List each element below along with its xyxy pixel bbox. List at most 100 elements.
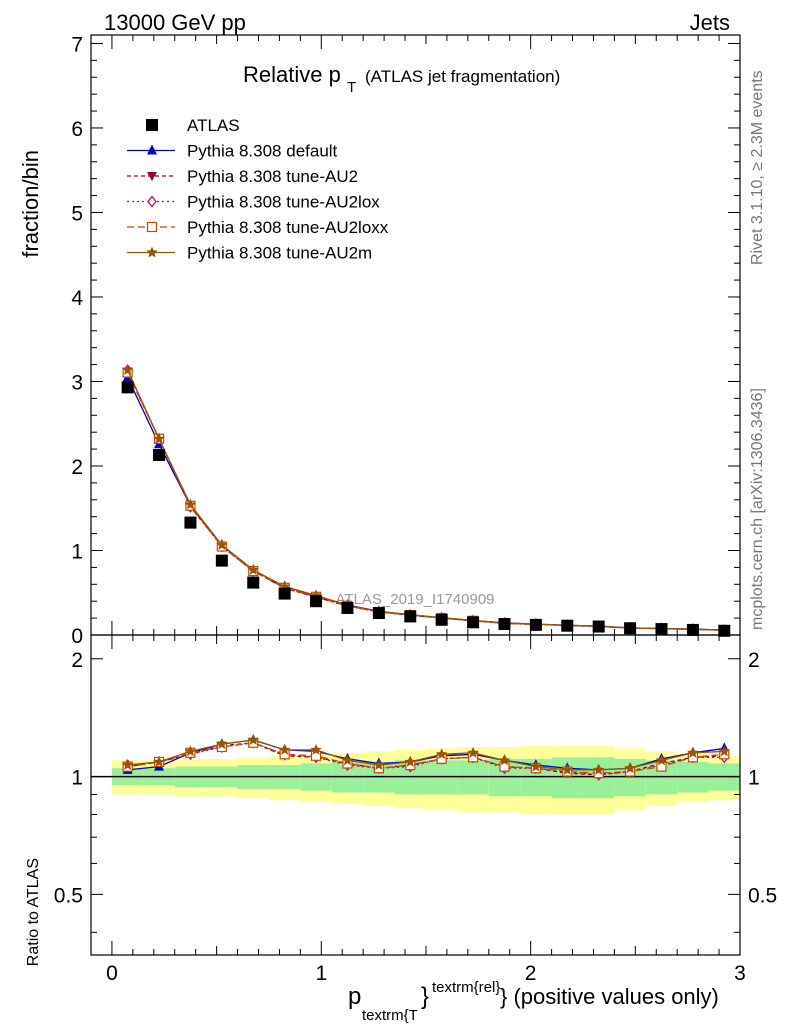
marker-square bbox=[278, 587, 291, 600]
marker-star bbox=[655, 754, 668, 766]
legend: ATLAS Pythia 8.308 default Pythia 8.308 tu… bbox=[127, 116, 389, 263]
y-tick-label: 2 bbox=[71, 456, 83, 479]
header-right: Jets bbox=[690, 10, 730, 35]
y-axis-label-ratio: Ratio to ATLAS bbox=[25, 858, 42, 966]
y-tick-label: 1 bbox=[71, 540, 83, 563]
x-axis-label: p textrm{T } textrm{rel} } (positive val… bbox=[348, 979, 719, 1024]
series-ratio-5 bbox=[121, 734, 730, 775]
series-ratio-line bbox=[127, 742, 725, 774]
x-label-p: p bbox=[348, 983, 361, 1010]
x-label-sup: textrm{rel} bbox=[432, 979, 500, 996]
ratio-y-tick-label: 1 bbox=[71, 767, 83, 790]
x-tick-label: 2 bbox=[525, 962, 537, 985]
ratio-y-tick-label-right: 0.5 bbox=[748, 884, 777, 907]
marker-star bbox=[153, 432, 165, 444]
legend-entry: Pythia 8.308 default bbox=[127, 142, 338, 161]
marker-square bbox=[146, 119, 158, 131]
marker-star bbox=[530, 760, 542, 772]
marker-square-open bbox=[656, 761, 667, 772]
ratio-y-tick-label: 0.5 bbox=[54, 884, 83, 907]
marker-star bbox=[184, 745, 197, 757]
marker-star bbox=[436, 748, 448, 760]
marker-square bbox=[561, 619, 574, 632]
marker-star bbox=[153, 755, 165, 767]
axis-ticks bbox=[90, 35, 741, 955]
y-axis-label-main: fraction/bin bbox=[18, 150, 43, 258]
x-tick-label: 3 bbox=[734, 962, 746, 985]
ratio-y-tick-label-right: 1 bbox=[748, 767, 760, 790]
marker-star bbox=[310, 743, 322, 755]
marker-triangle-down bbox=[147, 172, 157, 181]
marker-star bbox=[687, 746, 699, 758]
ratio-plot-frame bbox=[90, 634, 741, 956]
legend-label: Pythia 8.308 tune-AU2loxx bbox=[187, 218, 389, 237]
x-label-sub: textrm{T bbox=[362, 1007, 418, 1024]
marker-star bbox=[184, 498, 197, 510]
marker-star bbox=[146, 246, 158, 258]
y-tick-label: 6 bbox=[71, 118, 83, 141]
marker-star bbox=[341, 754, 354, 766]
marker-square bbox=[341, 601, 354, 614]
marker-star bbox=[467, 746, 479, 758]
ratio-y-tick-label-right: 2 bbox=[748, 649, 760, 672]
marker-square bbox=[247, 576, 260, 589]
side-label-rivet: Rivet 3.1.10, ≥ 2.3M events bbox=[749, 70, 766, 265]
chart-title: Relative p T (ATLAS jet fragmentation) bbox=[243, 62, 560, 96]
header-left: 13000 GeV pp bbox=[104, 10, 246, 35]
marker-star bbox=[121, 364, 134, 375]
marker-square bbox=[718, 624, 731, 637]
ratio-uncertainty-bands bbox=[111, 745, 740, 815]
legend-label: Pythia 8.308 default bbox=[187, 142, 338, 161]
legend-label: Pythia 8.308 tune-AU2m bbox=[187, 244, 372, 263]
title-subscript: T bbox=[347, 79, 356, 96]
marker-square-open bbox=[146, 221, 158, 233]
marker-square bbox=[498, 618, 511, 631]
marker-square bbox=[310, 595, 323, 608]
marker-star bbox=[498, 754, 511, 766]
marker-star bbox=[593, 763, 605, 775]
y-tick-label: 5 bbox=[71, 202, 83, 225]
legend-label: Pythia 8.308 tune-AU2lox bbox=[187, 193, 380, 212]
marker-star bbox=[718, 745, 730, 757]
marker-star bbox=[624, 762, 636, 774]
legend-entry: ATLAS bbox=[146, 116, 240, 135]
x-label-tail: } (positive values only) bbox=[500, 984, 719, 1009]
marker-square bbox=[121, 381, 134, 394]
legend-label: Pythia 8.308 tune-AU2 bbox=[187, 167, 358, 186]
side-label-mcplots: mcplots.cern.ch [arXiv:1306.3436] bbox=[749, 388, 766, 630]
x-label-brace: } bbox=[421, 983, 429, 1010]
data-points-atlas bbox=[121, 381, 731, 637]
marker-star bbox=[404, 755, 416, 767]
title-main: Relative p bbox=[243, 62, 341, 87]
y-tick-label: 4 bbox=[71, 287, 83, 310]
marker-square bbox=[372, 607, 385, 620]
legend-entry: Pythia 8.308 tune-AU2m bbox=[127, 244, 372, 263]
legend-entry: Pythia 8.308 tune-AU2lox bbox=[127, 193, 380, 212]
marker-square bbox=[153, 449, 166, 461]
marker-square bbox=[655, 623, 668, 636]
marker-star bbox=[247, 564, 259, 575]
marker-square bbox=[592, 620, 605, 633]
ratio-y-tick-label: 2 bbox=[71, 649, 83, 672]
band-inner bbox=[425, 760, 458, 795]
series-ratio-line bbox=[127, 739, 725, 771]
y-tick-label: 0 bbox=[71, 625, 83, 648]
legend-entry: Pythia 8.308 tune-AU2loxx bbox=[127, 218, 389, 237]
x-tick-label: 0 bbox=[106, 962, 118, 985]
legend-entry: Pythia 8.308 tune-AU2 bbox=[127, 167, 358, 186]
title-rest: (ATLAS jet fragmentation) bbox=[365, 67, 560, 86]
marker-square bbox=[686, 623, 699, 636]
y-tick-label: 3 bbox=[71, 371, 83, 394]
marker-star bbox=[216, 738, 228, 749]
marker-square bbox=[529, 618, 542, 631]
analysis-watermark: ATLAS_2019_I1740909 bbox=[335, 591, 494, 608]
marker-square bbox=[435, 613, 448, 626]
marker-square-open bbox=[310, 750, 322, 761]
y-tick-label: 7 bbox=[71, 33, 83, 56]
marker-square bbox=[215, 554, 228, 567]
band-inner bbox=[457, 760, 489, 795]
marker-square bbox=[184, 516, 197, 529]
marker-square bbox=[624, 622, 637, 635]
